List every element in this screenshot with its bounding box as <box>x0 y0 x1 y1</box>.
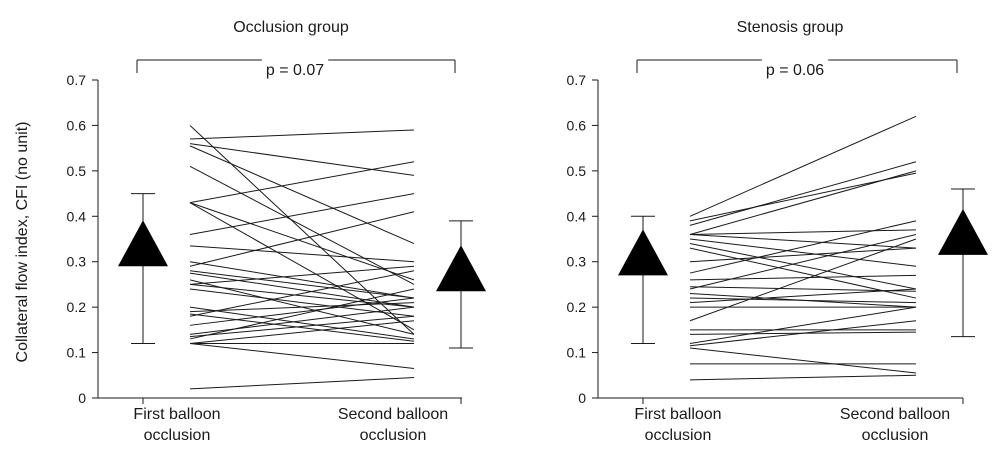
patient-line <box>689 233 917 249</box>
patient-line <box>689 306 917 344</box>
patient-line <box>689 243 917 290</box>
patient-line <box>189 125 415 335</box>
p-value-label: p = 0.06 <box>766 62 824 79</box>
occlusion-group-panel: Occlusion group Collateral flow index, C… <box>14 19 486 444</box>
y-tick-label: 0.4 <box>567 208 587 224</box>
p-value-label: p = 0.07 <box>266 62 324 79</box>
patient-line <box>189 313 415 342</box>
patient-line <box>189 143 415 176</box>
y-tick-label: 0.1 <box>567 345 587 361</box>
y-tick-label: 0.4 <box>67 208 87 224</box>
patient-line <box>689 247 917 263</box>
mean-marker-triangle-second <box>436 245 486 292</box>
y-tick-label: 0.6 <box>567 117 587 133</box>
y-tick-label: 0.6 <box>67 117 87 133</box>
patient-line <box>189 211 415 267</box>
patient-line <box>689 238 917 322</box>
y-tick-label: 0.2 <box>567 299 587 315</box>
patient-line <box>689 220 917 274</box>
y-axis-label: Collateral flow index, CFI (no unit) <box>14 122 31 363</box>
y-tick-label: 0.7 <box>567 72 587 88</box>
patient-line <box>189 342 415 369</box>
patient-line <box>189 145 415 245</box>
x-category-label-second-line1: Second balloon <box>338 406 448 423</box>
patient-line <box>689 115 917 217</box>
y-tick-label: 0.3 <box>567 254 587 270</box>
patient-line <box>189 202 415 331</box>
patient-line <box>189 193 415 235</box>
patient-line <box>189 302 415 313</box>
patient-line <box>189 272 415 308</box>
x-category-label-first-line2: occlusion <box>645 427 712 444</box>
patient-line <box>189 129 415 140</box>
patient-line <box>689 247 917 299</box>
y-tick-label: 0.3 <box>67 254 87 270</box>
patient-line <box>189 306 415 335</box>
mean-marker-triangle-second <box>938 208 988 255</box>
patient-line <box>189 270 415 299</box>
patient-line <box>189 261 415 299</box>
y-tick-label: 0.5 <box>67 163 87 179</box>
x-category-label-first-line2: occlusion <box>144 427 211 444</box>
patient-line <box>689 238 917 267</box>
patient-line <box>189 297 415 326</box>
patient-line <box>689 374 917 381</box>
mean-marker-triangle-first <box>118 220 168 267</box>
patient-line <box>189 306 415 340</box>
x-category-label-first-line1: First balloon <box>634 406 721 423</box>
patient-line <box>689 161 917 226</box>
patient-line <box>689 288 917 304</box>
mean-marker-triangle-first <box>618 229 668 276</box>
patient-line <box>689 229 917 235</box>
patient-line <box>689 274 917 281</box>
y-tick-label: 0.2 <box>67 299 87 315</box>
chart-title: Stenosis group <box>737 19 844 36</box>
patient-line <box>189 161 415 204</box>
patient-line <box>689 297 917 304</box>
patient-line <box>189 315 415 338</box>
x-category-label-second-line2: occlusion <box>360 427 427 444</box>
x-category-label-second-line1: Second balloon <box>840 406 950 423</box>
y-tick-label: 0 <box>578 390 586 406</box>
y-tick-label: 0 <box>78 390 86 406</box>
patient-line <box>189 320 415 344</box>
patient-line <box>189 202 415 281</box>
patient-line <box>189 377 415 390</box>
y-tick-label: 0.5 <box>567 163 587 179</box>
patient-line <box>189 165 415 285</box>
patient-line <box>689 233 917 290</box>
patient-line <box>689 347 917 374</box>
patient-line <box>189 265 415 285</box>
patient-line <box>689 170 917 235</box>
patient-line <box>689 286 917 292</box>
y-tick-label: 0.7 <box>67 72 87 88</box>
stenosis-group-panel: Stenosis group p = 0.06 First balloon oc… <box>567 19 988 444</box>
x-category-label-second-line2: occlusion <box>862 427 929 444</box>
y-tick-label: 0.1 <box>67 345 87 361</box>
chart-title: Occlusion group <box>233 19 349 36</box>
patient-line <box>189 270 415 317</box>
x-category-label-first-line1: First balloon <box>133 406 220 423</box>
patient-line <box>189 288 415 340</box>
patient-line <box>189 245 415 263</box>
patient-line <box>689 320 917 347</box>
patient-line <box>189 283 415 308</box>
